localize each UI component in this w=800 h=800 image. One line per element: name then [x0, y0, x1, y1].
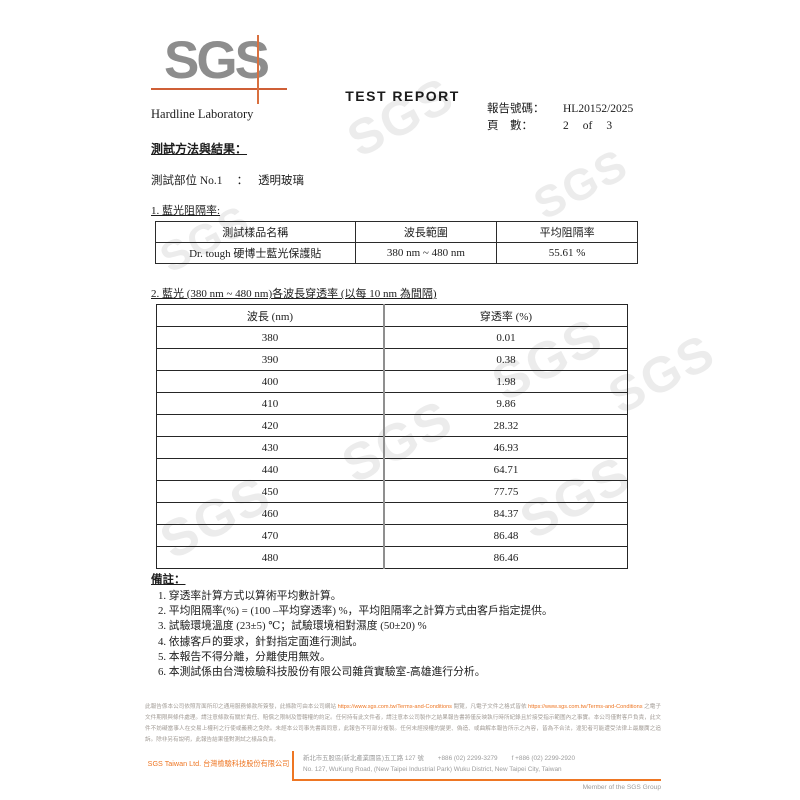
cell-wavelength: 390	[156, 348, 385, 371]
table-row: 480 86.46	[156, 546, 628, 569]
table-row: 460 84.37	[156, 502, 628, 525]
note-item: 2. 平均阻隔率(%) = (100 –平均穿透率) %，平均阻隔率之計算方式由…	[158, 605, 553, 618]
table-row: 390 0.38	[156, 348, 628, 371]
table-row: 380 0.01	[156, 326, 628, 349]
logo-vertical-line	[257, 35, 259, 104]
header-transmittance: 穿透率 (%)	[383, 304, 628, 327]
test-part-value: 透明玻璃	[258, 175, 305, 187]
table-row: 410 9.86	[156, 392, 628, 415]
address-line-en: No. 127, WuKung Road, (New Taipei Indust…	[303, 765, 562, 773]
terms-link[interactable]: https://www.sgs.com.tw/Terms-and-Conditi…	[337, 704, 452, 710]
table-row: 440 64.71	[156, 458, 628, 481]
cell-transmittance: 77.75	[383, 480, 628, 503]
report-no-value: HL20152/2025	[563, 103, 634, 115]
table-row: 450 77.75	[156, 480, 628, 503]
address-zh: 新北市五股區(新北產業園區)五工路 127 號	[303, 754, 424, 762]
note-item: 4. 依據客戶的要求，針對指定面進行測試。	[158, 635, 364, 648]
table-row: 420 28.32	[156, 414, 628, 437]
cell-wavelength: 460	[156, 502, 385, 525]
cell-transmittance: 0.38	[383, 348, 628, 371]
note-item: 5. 本報告不得分離，分離使用無效。	[158, 650, 331, 663]
table2-caption: 2. 藍光 (380 nm ~ 480 nm)各波長穿透率 (以每 10 nm …	[151, 288, 437, 300]
main-content: 測試方法與結果： 測試部位 No.1 ： 透明玻璃 1. 藍光阻隔率: 測試樣品名稱…	[151, 140, 651, 680]
fax-number: f +886 (02) 2299-2920	[511, 754, 576, 762]
header-wavelength: 波長 (nm)	[156, 304, 385, 327]
page-title: TEST REPORT	[345, 88, 460, 104]
logo-horizontal-line	[151, 88, 287, 90]
cell-wavelength: 400	[156, 370, 385, 393]
note-item: 6. 本測試係由台灣檢驗科技股份有限公司雜貨實驗室-高雄進行分析。	[158, 666, 486, 679]
disclaimer-part: 此報告係本公司依照背面所印之通用服務條款所簽發，此條款可由本公司網站	[145, 704, 338, 710]
cell-wavelength: 440	[156, 458, 385, 481]
disclaimer-part: 閱覽，凡電子文件之格式皆依	[451, 704, 529, 710]
cell-transmittance: 64.71	[383, 458, 628, 481]
terms-link[interactable]: https://www.sgs.com.tw/Terms-and-Conditi…	[528, 704, 643, 710]
report-info: 報告號碼： HL20152/2025 頁 數： 2 of 3	[487, 101, 633, 135]
notes-heading: 備註：	[151, 574, 186, 586]
test-part-colon: ：	[236, 175, 249, 187]
table-header-row: 波長 (nm) 穿透率 (%)	[156, 304, 628, 327]
page-count-label: 頁 數：	[487, 120, 533, 132]
phone-number: +886 (02) 2299-3279	[437, 754, 498, 762]
company-name: SGS Taiwan Ltd. 台灣檢驗科技股份有限公司	[147, 758, 290, 768]
cell-wavelength: 420	[156, 414, 385, 437]
method-results-heading: 測試方法與結果：	[151, 142, 248, 156]
report-no-label: 報告號碼：	[487, 103, 545, 115]
page-count-value: 2 of 3	[563, 118, 633, 135]
header-wavelength-range: 波長範圍	[354, 221, 498, 243]
cell-transmittance: 1.98	[383, 370, 628, 393]
cell-wavelength: 430	[156, 436, 385, 459]
company-address-row: SGS Taiwan Ltd. 台灣檢驗科技股份有限公司 新北市五股區(新北產業…	[145, 750, 661, 782]
note-item: 3. 試驗環境溫度 (23±5) ℃；試驗環境相對濕度 (50±20) %	[158, 620, 427, 633]
cell-transmittance: 9.86	[383, 392, 628, 415]
sgs-logo: SGS	[164, 31, 270, 90]
cell-transmittance: 86.46	[383, 546, 628, 569]
table-row: 470 86.48	[156, 524, 628, 547]
page-of: of	[582, 120, 593, 132]
cell-transmittance: 86.48	[383, 524, 628, 547]
blue-light-blocking-table: 測試樣品名稱 波長範圍 平均阻隔率 Dr. tough 硬博士藍光保護貼 380…	[155, 221, 638, 264]
header-sample-name: 測試樣品名稱	[155, 221, 356, 243]
table-header-row: 測試樣品名稱 波長範圍 平均阻隔率	[155, 221, 638, 243]
cell-wavelength: 480	[156, 546, 385, 569]
table-row: Dr. tough 硬博士藍光保護貼 380 nm ~ 480 nm 55.61…	[155, 242, 638, 264]
address-block: 新北市五股區(新北產業園區)五工路 127 號 +886 (02) 2299-32…	[292, 750, 661, 782]
footer: 此報告係本公司依照背面所印之通用服務條款所簽發，此條款可由本公司網站 https…	[145, 702, 661, 791]
table1-caption: 1. 藍光阻隔率:	[151, 205, 221, 217]
cell-sample-name: Dr. tough 硬博士藍光保護貼	[155, 242, 356, 264]
address-line-zh: 新北市五股區(新北產業園區)五工路 127 號 +886 (02) 2299-32…	[303, 753, 661, 764]
cell-transmittance: 0.01	[383, 326, 628, 349]
cell-average-blocking: 55.61 %	[496, 242, 638, 264]
cell-wavelength-range: 380 nm ~ 480 nm	[354, 242, 498, 264]
page-total: 3	[606, 120, 613, 132]
cell-transmittance: 28.32	[383, 414, 628, 437]
table-row: 430 46.93	[156, 436, 628, 459]
cell-transmittance: 84.37	[383, 502, 628, 525]
disclaimer-text: 此報告係本公司依照背面所印之通用服務條款所簽發，此條款可由本公司網站 https…	[145, 702, 661, 746]
cell-transmittance: 46.93	[383, 436, 628, 459]
notes-list: 1. 穿透率計算方式以算術平均數計算。 2. 平均阻隔率(%) = (100 –…	[158, 589, 651, 680]
transmittance-table: 波長 (nm) 穿透率 (%) 380 0.01 390 0.38 400 1.…	[156, 304, 628, 569]
cell-wavelength: 470	[156, 524, 385, 547]
header-average-blocking: 平均阻隔率	[496, 221, 638, 243]
page-current: 2	[563, 120, 569, 132]
test-part-line: 測試部位 No.1 ： 透明玻璃	[151, 172, 651, 188]
cell-wavelength: 450	[156, 480, 385, 503]
note-item: 1. 穿透率計算方式以算術平均數計算。	[158, 590, 342, 602]
lab-name: Hardline Laboratory	[151, 107, 254, 121]
disclaimer-part: 之電子文件期限與條件處理。請注意條款有關於責任、賠償之限制及管轄權的約定。任何持…	[145, 704, 661, 743]
cell-wavelength: 380	[156, 326, 385, 349]
table-row: 400 1.98	[156, 370, 628, 393]
member-of-sgs-group: Member of the SGS Group	[582, 784, 661, 792]
test-part-label: 測試部位 No.1	[151, 175, 223, 187]
cell-wavelength: 410	[156, 392, 385, 415]
